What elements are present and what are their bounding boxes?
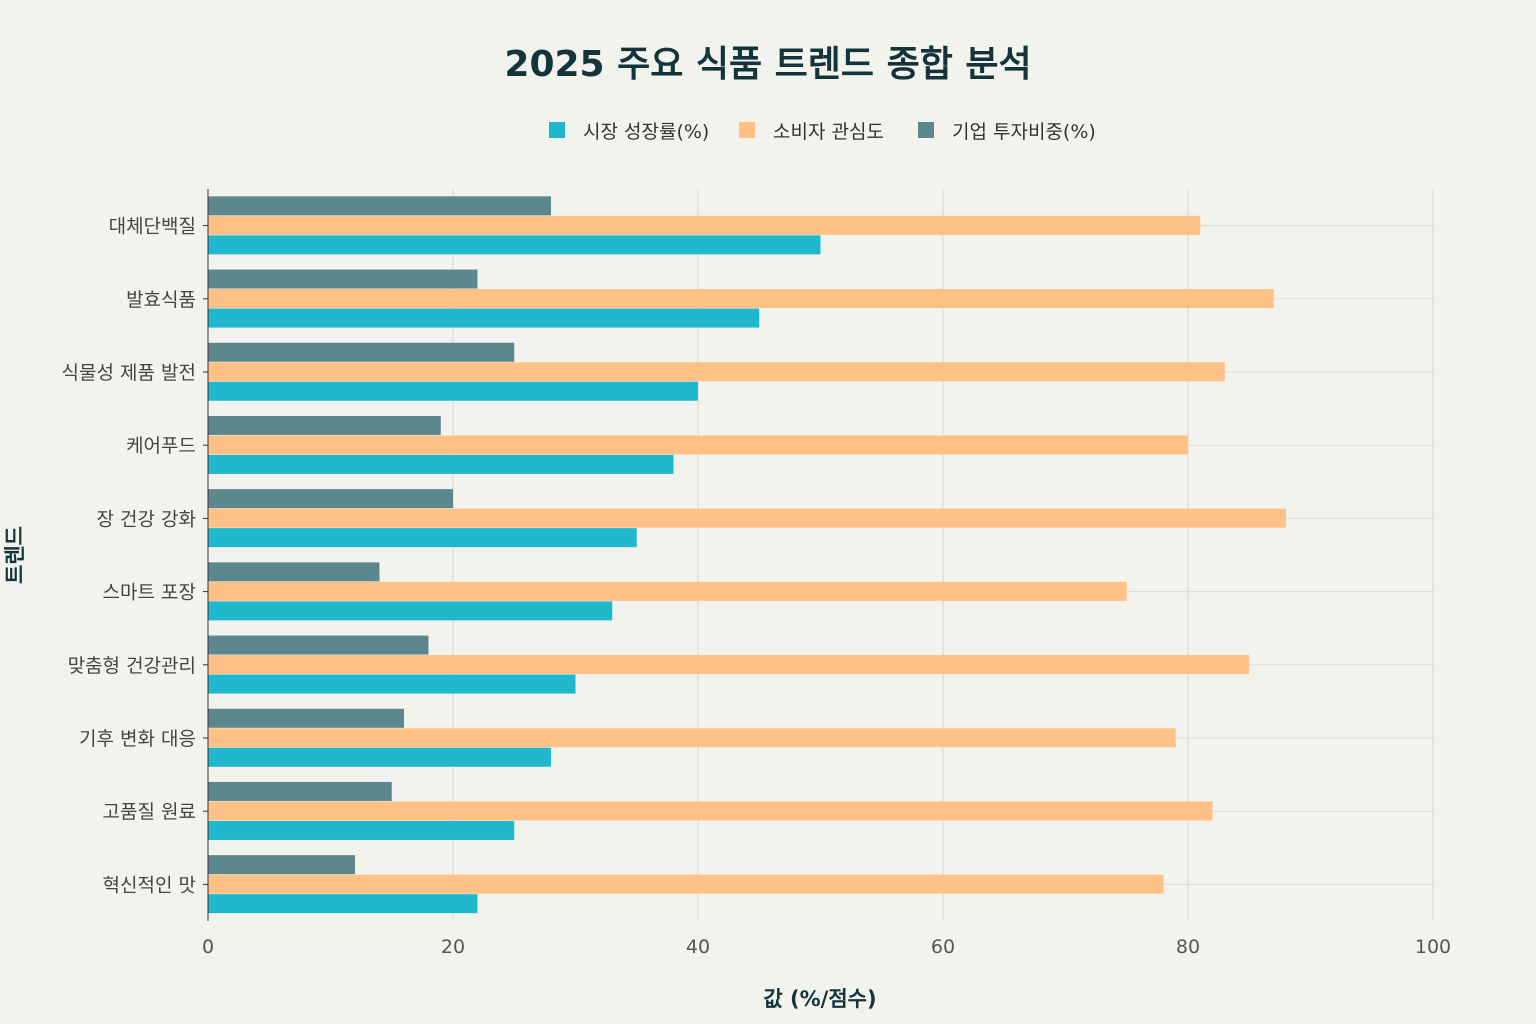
category-label: 기후 변화 대응	[79, 728, 196, 750]
legend-swatch	[918, 122, 934, 138]
bars	[208, 196, 1286, 914]
bar-consumer-interest	[208, 362, 1225, 382]
chart-title: 2025 주요 식품 트렌드 종합 분석	[504, 44, 1031, 85]
x-tick-labels: 0 20 40 60 80 100	[202, 936, 1451, 958]
bar-consumer-interest	[208, 581, 1127, 601]
bar-market-growth	[208, 820, 515, 840]
bar-consumer-interest	[208, 508, 1286, 528]
legend: 시장 성장률(%) 소비자 관심도 기업 투자비중(%)	[549, 121, 1096, 143]
x-tick-label: 100	[1415, 936, 1451, 958]
y-axis-title: 트렌드	[3, 526, 27, 584]
legend-label: 소비자 관심도	[773, 121, 884, 143]
bar-consumer-interest	[208, 435, 1188, 455]
bar-market-growth	[208, 308, 760, 328]
bar-consumer-interest	[208, 655, 1250, 675]
bar-market-growth	[208, 601, 613, 621]
bar-market-growth	[208, 454, 674, 474]
bar-market-growth	[208, 894, 478, 914]
legend-label: 시장 성장률(%)	[583, 121, 709, 143]
bar-corporate-investment	[208, 269, 478, 289]
x-tick-label: 0	[202, 936, 214, 958]
bar-corporate-investment	[208, 196, 551, 216]
x-tick-label: 20	[441, 936, 465, 958]
x-tick-label: 60	[931, 936, 955, 958]
category-label: 맞춤형 건강관리	[68, 655, 196, 677]
bar-consumer-interest	[208, 289, 1274, 309]
bar-corporate-investment	[208, 342, 515, 362]
bar-market-growth	[208, 235, 821, 255]
bar-corporate-investment	[208, 415, 441, 435]
bar-consumer-interest	[208, 728, 1176, 748]
bar-corporate-investment	[208, 562, 380, 582]
x-tick-label: 80	[1176, 936, 1200, 958]
legend-swatch	[739, 122, 755, 138]
category-label: 스마트 포장	[103, 582, 196, 604]
category-label: 혁신적인 맛	[103, 874, 196, 896]
legend-swatch	[549, 122, 565, 138]
category-label: 고품질 원료	[103, 801, 196, 823]
bar-consumer-interest	[208, 215, 1201, 235]
bar-corporate-investment	[208, 855, 355, 875]
bar-market-growth	[208, 528, 637, 548]
bar-corporate-investment	[208, 635, 429, 655]
bar-corporate-investment	[208, 489, 453, 509]
category-label: 식물성 제품 발전	[62, 362, 196, 384]
bar-consumer-interest	[208, 801, 1213, 821]
bar-market-growth	[208, 747, 551, 767]
bar-corporate-investment	[208, 781, 392, 801]
category-label: 대체단백질	[109, 216, 196, 238]
bar-market-growth	[208, 381, 698, 401]
category-label: 발효식품	[126, 289, 196, 311]
x-tick-label: 40	[686, 936, 710, 958]
x-axis-title: 값 (%/점수)	[763, 987, 876, 1011]
legend-label: 기업 투자비중(%)	[952, 121, 1096, 143]
category-label: 케어푸드	[126, 435, 196, 457]
bar-corporate-investment	[208, 708, 404, 728]
bar-consumer-interest	[208, 874, 1164, 894]
bar-market-growth	[208, 674, 576, 694]
category-label: 장 건강 강화	[97, 508, 196, 530]
